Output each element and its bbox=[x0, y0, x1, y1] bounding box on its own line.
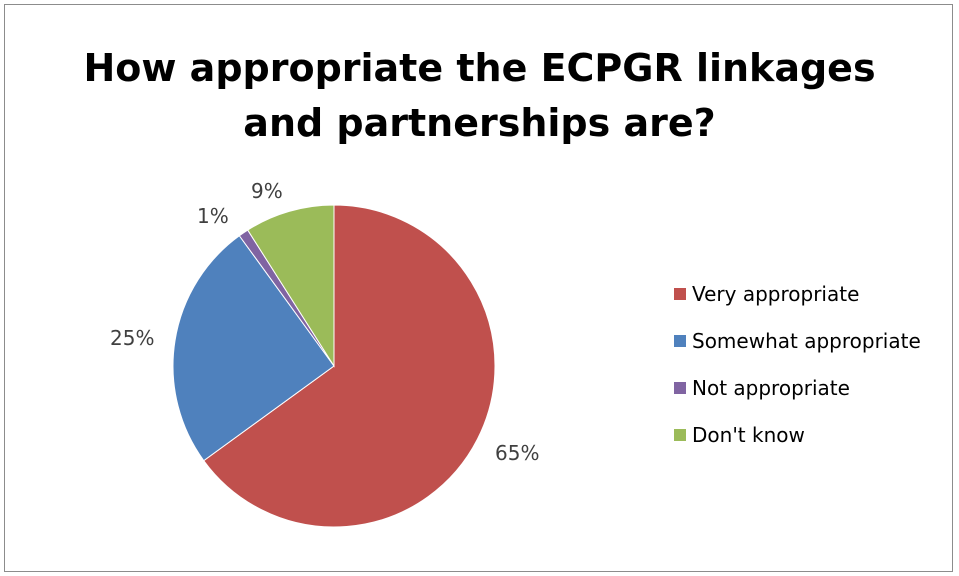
legend-label: Not appropriate bbox=[692, 376, 850, 400]
legend: Very appropriate Somewhat appropriate Not … bbox=[674, 282, 921, 447]
pie-slice-don-t-know bbox=[247, 204, 335, 368]
chart-title-line-2: and partnerships are? bbox=[243, 101, 716, 145]
legend-swatch bbox=[674, 335, 686, 347]
data-label: 65% bbox=[495, 441, 539, 465]
pie-slices bbox=[172, 204, 496, 528]
chart-frame: How appropriate the ECPGR linkages and p… bbox=[4, 4, 953, 572]
legend-label: Very appropriate bbox=[692, 282, 859, 306]
pie-slice-very-appropriate bbox=[203, 204, 496, 528]
legend-label: Don't know bbox=[692, 423, 805, 447]
legend-swatch bbox=[674, 382, 686, 394]
chart-title-line-1: How appropriate the ECPGR linkages bbox=[83, 46, 876, 90]
data-label: 1% bbox=[197, 204, 229, 228]
data-label: 25% bbox=[110, 326, 154, 350]
data-label: 9% bbox=[251, 179, 283, 203]
pie-chart: 65% 25% 1% 9% Very appropriate Somewhat appr… bbox=[110, 179, 921, 528]
data-labels: 65% 25% 1% 9% bbox=[110, 179, 539, 465]
legend-swatch bbox=[674, 429, 686, 441]
legend-label: Somewhat appropriate bbox=[692, 329, 921, 353]
pie-slice-somewhat-appropriate bbox=[172, 235, 335, 462]
legend-swatch bbox=[674, 288, 686, 300]
chart-title: How appropriate the ECPGR linkages and p… bbox=[5, 41, 954, 151]
